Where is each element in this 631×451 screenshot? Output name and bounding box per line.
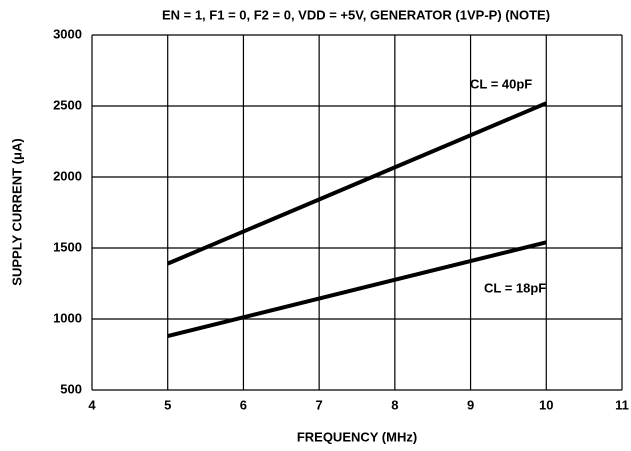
x-tick-label: 5 bbox=[164, 397, 171, 412]
x-tick-label: 4 bbox=[88, 397, 96, 412]
series-line bbox=[167, 240, 547, 338]
y-tick-label: 2500 bbox=[53, 97, 82, 112]
y-axis-label: SUPPLY CURRENT (μA) bbox=[9, 138, 24, 285]
series-label: CL = 18pF bbox=[484, 280, 546, 295]
series-line bbox=[166, 101, 548, 266]
y-tick-label: 3000 bbox=[53, 26, 82, 41]
x-tick-label: 7 bbox=[316, 397, 323, 412]
x-tick-label: 8 bbox=[391, 397, 398, 412]
y-tick-label: 1500 bbox=[53, 239, 82, 254]
chart-title: EN = 1, F1 = 0, F2 = 0, VDD = +5V, GENER… bbox=[162, 7, 550, 22]
y-tick-label: 2000 bbox=[53, 168, 82, 183]
x-axis-label: FREQUENCY (MHz) bbox=[297, 429, 417, 444]
x-tick-label: 10 bbox=[539, 397, 553, 412]
x-tick-label: 11 bbox=[615, 397, 629, 412]
series-label: CL = 40pF bbox=[470, 76, 532, 91]
y-tick-label: 500 bbox=[60, 381, 82, 396]
x-tick-label: 6 bbox=[240, 397, 247, 412]
y-tick-label: 1000 bbox=[53, 310, 82, 325]
x-tick-label: 9 bbox=[467, 397, 474, 412]
